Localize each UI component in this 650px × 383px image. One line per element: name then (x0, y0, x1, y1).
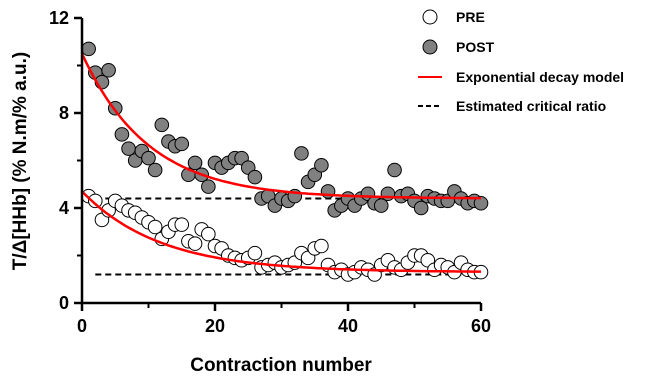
pre-point (147, 219, 163, 235)
x-tick-label: 0 (77, 316, 87, 336)
post-point (101, 62, 116, 78)
decay-fit-curve (80, 53, 481, 200)
post-point (141, 150, 156, 166)
pre-point (247, 245, 263, 261)
axes-layer: 0 4 8 12 0 20 40 60 (49, 8, 491, 336)
legend-label: POST (456, 39, 495, 55)
legend-label: Exponential decay model (456, 69, 624, 85)
post-point (413, 200, 429, 216)
x-axis-title: Contraction number (190, 355, 372, 376)
post-point (121, 141, 136, 156)
legend-pre-marker (422, 9, 438, 25)
post-point (154, 117, 170, 133)
pre-point (187, 236, 203, 251)
post-point (174, 136, 190, 152)
post-point (294, 146, 309, 161)
post-point (373, 198, 389, 213)
x-tick-label: 60 (471, 316, 491, 336)
legend-label: PRE (456, 9, 485, 25)
post-point (81, 41, 96, 57)
x-tick-label: 40 (338, 316, 358, 336)
post-point (314, 157, 329, 173)
y-tick-label: 0 (59, 293, 69, 313)
post-point (147, 162, 163, 178)
post-point (114, 127, 130, 142)
pre-point (314, 238, 329, 254)
y-tick-label: 8 (59, 103, 69, 123)
decay-fit-curve (81, 190, 481, 273)
pre-point (88, 193, 103, 209)
post-point (247, 169, 263, 185)
y-tick-label: 4 (59, 198, 69, 218)
post-point (201, 179, 216, 194)
post-point (473, 195, 489, 211)
y-tick-label: 12 (49, 8, 69, 28)
pre-point (174, 217, 190, 232)
legend: PRE POST Exponential decay model Estimated … (418, 9, 624, 114)
legend-post-marker (422, 39, 438, 55)
x-tick-label: 20 (205, 316, 225, 336)
post-point (380, 186, 396, 202)
y-axis-title: T/Δ[HHb] (% N.m/% a.u.) (10, 52, 31, 270)
post-point (387, 162, 402, 178)
post-point (187, 155, 203, 171)
marks-layer (80, 41, 489, 282)
legend-label: Estimated critical ratio (456, 98, 606, 114)
pre-point (201, 226, 216, 242)
